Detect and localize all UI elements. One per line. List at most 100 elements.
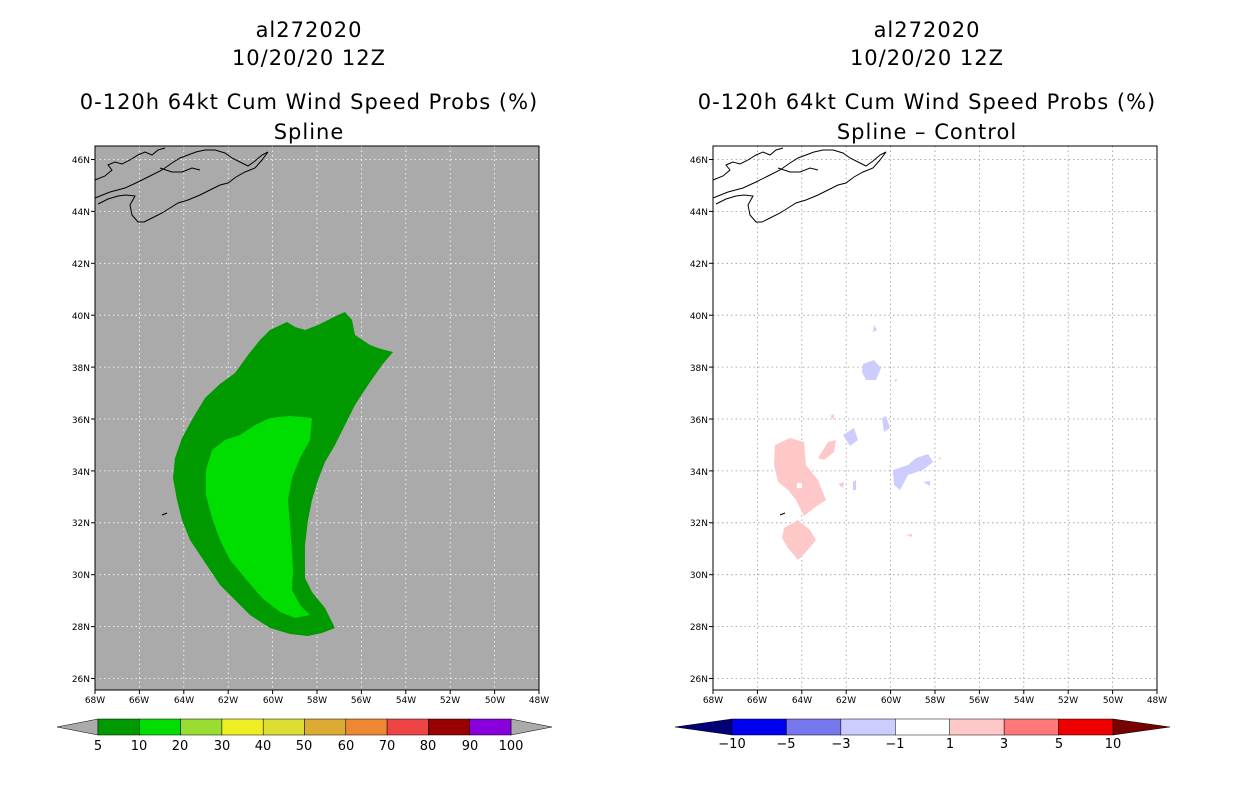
longitude-labels: 68W 66W 64W 62W 60W 58W 56W 54W 52W 50W … [703,696,1167,706]
negative-difference-areas [843,325,933,490]
panel-spline: al272020 10/20/20 12Z 0-120h 64kt Cum Wi… [56,18,553,754]
lat-label: 34N [690,468,708,478]
colorbar-label: 90 [462,739,479,754]
colorbar-swatch [840,718,896,736]
lat-label: 26N [72,675,90,685]
colorbar-label: 5 [94,739,102,754]
prob-10-20-area [206,416,312,618]
lon-label: 68W [703,696,723,706]
lon-label: 64W [174,696,194,706]
colorbar-swatch [949,718,1005,736]
colorbar-label: 5 [1055,737,1063,752]
coastline [712,147,887,516]
lon-label: 66W [747,696,767,706]
colorbar-swatch [304,718,347,736]
lat-label: 44N [690,208,708,218]
colorbar-swatch [1003,718,1059,736]
lat-label: 28N [690,623,708,633]
axis-ticks [91,159,540,694]
colorbar-label: 10 [1105,737,1122,752]
lat-label: 36N [72,416,90,426]
axis-ticks [709,159,1158,694]
date-title: 10/20/20 12Z [849,46,1005,70]
lon-label: 50W [485,696,505,706]
lon-label: 52W [440,696,460,706]
lon-label: 54W [396,696,416,706]
lon-label: 48W [1147,696,1167,706]
date-title: 10/20/20 12Z [231,46,387,70]
product-title: 0-120h 64kt Cum Wind Speed Probs (%) [697,90,1157,114]
lat-label: 30N [72,571,90,581]
lon-label: 60W [263,696,283,706]
lon-label: 68W [85,696,105,706]
lat-label: 32N [72,519,90,529]
lon-label: 48W [529,696,549,706]
gridlines [95,146,539,690]
lat-label: 42N [690,260,708,270]
colorbar-under-arrow [674,718,733,736]
colorbar-over-arrow [1112,718,1171,736]
colorbar-label: 10 [131,739,148,754]
colorbar-swatch [1058,718,1114,736]
positive-area-hole [797,483,802,488]
lon-label: 58W [307,696,327,706]
colorbar-label: 1 [946,737,954,752]
product-title: 0-120h 64kt Cum Wind Speed Probs (%) [79,90,539,114]
lat-label: 40N [72,312,90,322]
colorbar-swatch [180,718,223,736]
colorbar-swatch [428,718,470,736]
longitude-labels: 68W 66W 64W 62W 60W 58W 56W 54W 52W 50W … [85,696,549,706]
lat-label: 46N [72,156,90,166]
latitude-labels: 46N 44N 42N 40N 38N 36N 34N 32N 30N 28N … [690,156,708,685]
lat-label: 40N [690,312,708,322]
storm-id-title: al272020 [255,18,363,42]
lon-label: 66W [129,696,149,706]
colorbar-label: 30 [214,739,231,754]
colorbar-swatch [262,718,305,736]
lat-label: 44N [72,208,90,218]
positive-difference-areas [774,414,941,560]
lat-label: 38N [72,364,90,374]
lat-label: 36N [690,416,708,426]
colorbar-swatch [221,718,264,736]
panel-subtitle: Spline [273,120,345,144]
colorbar-label: 70 [379,739,396,754]
colorbar-label: 40 [255,739,272,754]
lon-label: 58W [925,696,945,706]
colorbar-swatch [97,718,140,736]
storm-id-title: al272020 [873,18,981,42]
colorbar-under-arrow [56,718,99,736]
colorbar-swatch [469,718,512,736]
colorbar-swatch [386,718,429,736]
map-difference: 68W 66W 64W 62W 60W 58W 56W 54W 52W 50W … [674,145,1171,752]
colorbar-label: −5 [776,737,795,752]
colorbar-label: 100 [499,739,524,754]
lon-label: 62W [836,696,856,706]
colorbar-label: 80 [420,739,437,754]
lon-label: 62W [218,696,238,706]
coastline [94,147,269,516]
lon-label: 60W [881,696,901,706]
lat-label: 46N [690,156,708,166]
lon-label: 50W [1103,696,1123,706]
lat-label: 38N [690,364,708,374]
lon-label: 56W [969,696,989,706]
lon-label: 56W [351,696,371,706]
colorbar: −10 −5 −3 −1 1 3 5 10 [674,718,1171,752]
colorbar-swatch [786,718,842,736]
colorbar-swatch [345,718,388,736]
lat-label: 30N [690,571,708,581]
map-spline: 68W 66W 64W 62W 60W 58W 56W 54W 52W 50W … [56,145,553,754]
lat-label: 42N [72,260,90,270]
colorbar-label: 60 [338,739,355,754]
colorbar-label: 20 [172,739,189,754]
colorbar-label: 50 [296,739,313,754]
lon-label: 64W [792,696,812,706]
colorbar-swatch [139,718,181,736]
lon-label: 54W [1014,696,1034,706]
colorbar-label: −10 [718,737,745,752]
panel-spline-minus-control: al272020 10/20/20 12Z 0-120h 64kt Cum Wi… [618,0,1236,800]
colorbar: 5 10 20 30 40 50 60 70 80 90 100 [56,718,553,754]
lat-label: 34N [72,468,90,478]
colorbar-swatch [895,718,950,736]
